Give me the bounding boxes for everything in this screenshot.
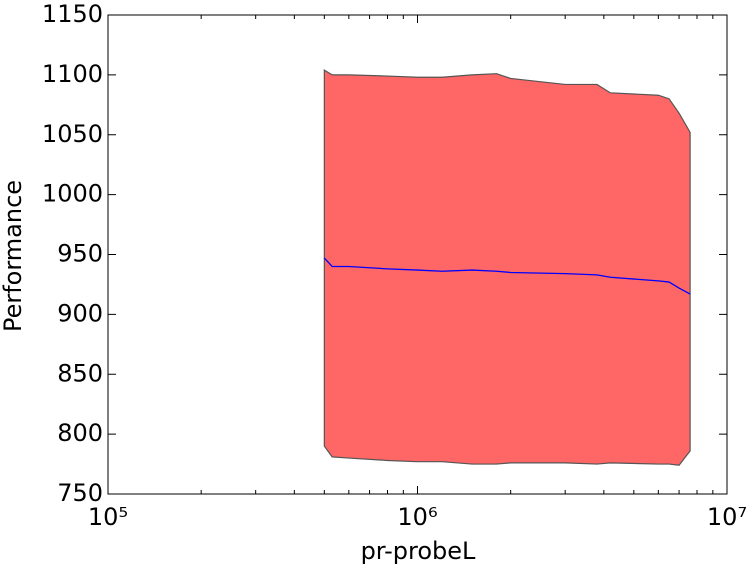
y-tick-label: 750 [57, 479, 103, 507]
x-tick-label: 10⁶ [397, 503, 437, 531]
y-tick-label: 1050 [42, 120, 103, 148]
y-tick-label: 1100 [42, 60, 103, 88]
y-tick-label: 1000 [42, 180, 103, 208]
x-axis-label: pr-probeL [361, 537, 476, 565]
band-area [323, 69, 691, 466]
x-tick-label: 10⁵ [88, 503, 128, 531]
y-tick-label: 950 [57, 240, 103, 268]
x-tick-label: 10⁷ [707, 503, 747, 531]
y-tick-label: 800 [57, 419, 103, 447]
y-axis-label: Performance [0, 180, 27, 332]
y-tick-label: 1150 [42, 0, 103, 28]
y-tick-label: 850 [57, 359, 103, 387]
y-tick-label: 900 [57, 299, 103, 327]
series-line [323, 257, 691, 295]
